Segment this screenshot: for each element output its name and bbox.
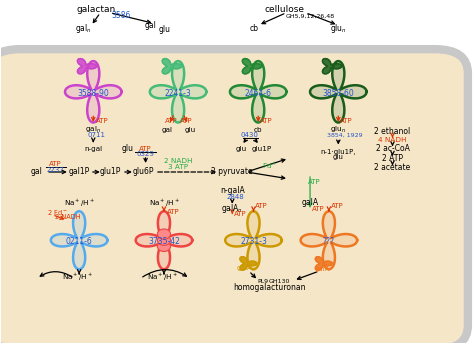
Text: ATP: ATP — [312, 206, 324, 212]
Text: galA$_n$: galA$_n$ — [221, 202, 243, 215]
Text: glu: glu — [159, 25, 171, 34]
Polygon shape — [230, 61, 286, 122]
Text: Na$^+$/H$^+$: Na$^+$/H$^+$ — [64, 198, 95, 209]
Text: 2 NADH: 2 NADH — [55, 214, 80, 220]
Text: 2 acetate: 2 acetate — [374, 163, 410, 172]
Text: GH5,9,12,26,48: GH5,9,12,26,48 — [285, 14, 335, 19]
Text: ATP: ATP — [180, 118, 192, 125]
Ellipse shape — [157, 235, 171, 245]
Text: Na$^+$/H$^+$: Na$^+$/H$^+$ — [148, 198, 180, 209]
Text: homogalacturonan: homogalacturonan — [234, 283, 306, 292]
Text: gal1P: gal1P — [69, 168, 90, 176]
Text: glu: glu — [184, 127, 195, 133]
Text: 2731-3: 2731-3 — [240, 237, 267, 246]
Text: ATP: ATP — [260, 118, 273, 125]
Polygon shape — [150, 61, 206, 122]
Text: 2 pyruvate: 2 pyruvate — [211, 168, 253, 176]
Text: Na$^+$/H$^+$: Na$^+$/H$^+$ — [147, 272, 178, 283]
Polygon shape — [225, 211, 282, 269]
Text: glu6P: glu6P — [133, 168, 155, 176]
Text: gal$_n$: gal$_n$ — [85, 125, 101, 135]
Text: gal: gal — [145, 21, 156, 30]
Text: 0430: 0430 — [241, 132, 259, 139]
Ellipse shape — [157, 229, 171, 239]
Text: 0211-6: 0211-6 — [66, 237, 92, 246]
Text: 2 ethanol: 2 ethanol — [374, 127, 410, 136]
Text: glu: glu — [235, 147, 246, 152]
Text: Na$^+$/H$^+$: Na$^+$/H$^+$ — [62, 272, 93, 283]
Polygon shape — [242, 58, 262, 74]
Text: 2 ATP: 2 ATP — [382, 154, 403, 163]
Text: 3 ATP: 3 ATP — [168, 163, 188, 170]
FancyBboxPatch shape — [0, 49, 468, 344]
Text: n-galA: n-galA — [220, 186, 245, 195]
Text: ATP: ATP — [167, 209, 180, 215]
Text: ATP: ATP — [165, 118, 177, 125]
Text: gal: gal — [162, 127, 173, 133]
Polygon shape — [51, 211, 108, 269]
Text: 3586: 3586 — [112, 11, 131, 20]
Text: ATP: ATP — [234, 211, 246, 217]
Text: GH130: GH130 — [269, 279, 290, 284]
Polygon shape — [77, 58, 97, 74]
Polygon shape — [310, 61, 366, 122]
Polygon shape — [65, 61, 121, 122]
Text: glu1P: glu1P — [251, 147, 272, 152]
Text: 3858-60: 3858-60 — [322, 89, 354, 98]
Text: 3735-42: 3735-42 — [148, 237, 180, 246]
Text: galA: galA — [314, 266, 329, 271]
Text: PL9: PL9 — [258, 279, 269, 284]
Text: ???: ??? — [323, 237, 335, 246]
Ellipse shape — [157, 241, 171, 251]
Text: galA: galA — [301, 198, 319, 207]
Polygon shape — [240, 257, 257, 270]
Text: 2 NADH: 2 NADH — [164, 158, 192, 164]
Text: 2464-6: 2464-6 — [245, 89, 272, 98]
Polygon shape — [315, 257, 332, 270]
Text: 4 NADH: 4 NADH — [378, 137, 407, 143]
Text: ATP: ATP — [49, 161, 62, 168]
Text: gal$_n$: gal$_n$ — [75, 22, 92, 35]
Text: ATP: ATP — [96, 118, 109, 125]
Text: 0329: 0329 — [136, 151, 154, 157]
Text: ATP: ATP — [340, 118, 353, 125]
Text: 2 ac-CoA: 2 ac-CoA — [375, 144, 410, 153]
Polygon shape — [301, 211, 357, 269]
Polygon shape — [162, 58, 182, 74]
Text: glu1P: glu1P — [100, 168, 121, 176]
Text: n-1·glu1P,: n-1·glu1P, — [320, 149, 356, 155]
Text: glu$_n$: glu$_n$ — [330, 125, 346, 135]
Text: ATP: ATP — [139, 146, 151, 152]
Text: glu: glu — [333, 154, 344, 160]
Text: galactan: galactan — [76, 6, 115, 14]
Text: glu$_n$: glu$_n$ — [330, 22, 347, 34]
Text: n-gal: n-gal — [84, 147, 102, 152]
Text: ATP: ATP — [308, 179, 320, 185]
Text: 2237: 2237 — [47, 166, 64, 173]
Text: cellulose: cellulose — [264, 6, 304, 14]
Text: ATP: ATP — [330, 203, 343, 209]
Text: 2 Fd$^-$: 2 Fd$^-$ — [46, 208, 67, 217]
Text: gal: gal — [31, 168, 43, 176]
Polygon shape — [322, 58, 342, 74]
Text: ATP: ATP — [255, 203, 268, 209]
Text: 3588-90: 3588-90 — [77, 89, 109, 98]
Text: 3854, 1929: 3854, 1929 — [327, 133, 362, 138]
Text: Fd$^+$: Fd$^+$ — [262, 161, 278, 171]
Text: 2241-3: 2241-3 — [165, 89, 191, 98]
Text: 0711: 0711 — [88, 132, 106, 139]
Text: glu: glu — [122, 144, 134, 153]
Text: cb: cb — [250, 23, 259, 32]
Text: galA$_n$: galA$_n$ — [236, 264, 256, 274]
Polygon shape — [136, 211, 192, 269]
Text: cb: cb — [254, 127, 263, 133]
Text: 2848: 2848 — [227, 194, 245, 200]
